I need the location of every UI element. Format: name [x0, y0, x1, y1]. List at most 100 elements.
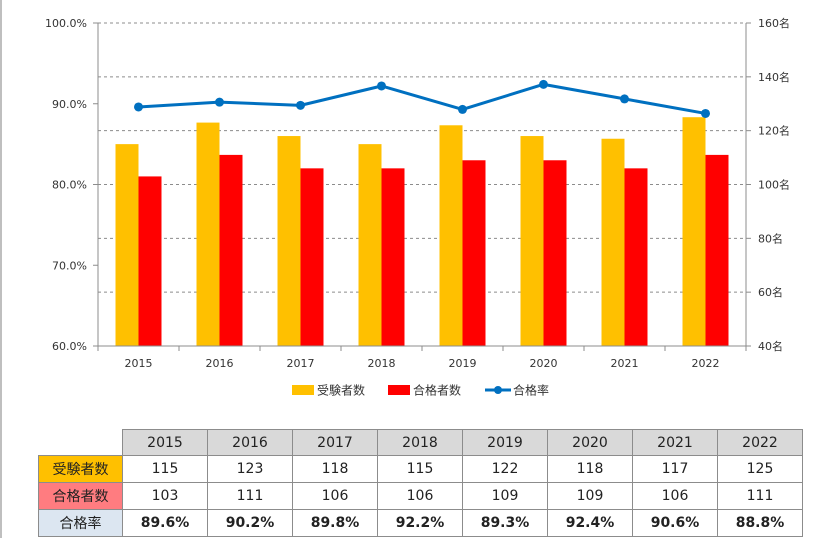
table-header-cell: 2017 [292, 429, 378, 456]
bar-examinees [682, 117, 706, 346]
table-cell: 103 [122, 482, 208, 510]
pass-rate-point [134, 102, 143, 112]
axes [93, 22, 751, 351]
bar-examinees [115, 144, 139, 346]
pass-rate-point [539, 79, 548, 89]
row-label-passers: 合格者数 [38, 482, 123, 510]
left-axis-tick-label: 70.0% [52, 259, 87, 272]
legend-label: 受験者数 [317, 383, 365, 398]
table-cell: 92.2% [377, 509, 463, 537]
rate-line [134, 79, 710, 118]
table-cell: 111 [207, 482, 293, 510]
bars [115, 117, 729, 347]
table-cell: 115 [122, 455, 208, 483]
table-cell: 117 [632, 455, 718, 483]
table-header-row: 2015 2016 2017 2018 2019 2020 2021 2022 [38, 429, 803, 456]
table-cell: 115 [377, 455, 463, 483]
table-cell: 111 [717, 482, 803, 510]
bar-passers [705, 154, 729, 346]
x-axis-tick-label: 2021 [611, 357, 639, 370]
pass-rate-point [458, 104, 467, 114]
pass-rate-point [215, 97, 224, 107]
x-axis-tick-label: 2015 [125, 357, 153, 370]
legend-swatch [292, 385, 314, 395]
table-row-passers: 合格者数 103 111 106 106 109 109 106 111 [38, 482, 803, 510]
legend: 受験者数 合格者数 合格率 [292, 383, 549, 398]
table-header-cell: 2015 [122, 429, 208, 456]
pass-rate-point [620, 94, 629, 104]
table-header-cell: 2019 [462, 429, 548, 456]
x-axis-tick-label: 2017 [287, 357, 315, 370]
table-cell: 122 [462, 455, 548, 483]
gridlines [98, 22, 746, 293]
table-row-examinees: 受験者数 115 123 118 115 122 118 117 125 [38, 455, 803, 483]
legend-label: 合格率 [513, 383, 549, 398]
table-header-cell: 2021 [632, 429, 718, 456]
x-axis-tick-label: 2022 [692, 357, 720, 370]
table-cell: 123 [207, 455, 293, 483]
bar-passers [462, 160, 486, 346]
table-cell: 89.3% [462, 509, 548, 537]
table-corner-cell [38, 429, 123, 456]
table-header-cell: 2020 [547, 429, 633, 456]
right-axis-tick-label: 120名 [758, 124, 790, 138]
right-axis-tick-label: 80名 [758, 231, 783, 245]
bar-passers [219, 154, 243, 346]
right-axis-tick-label: 60名 [758, 285, 783, 299]
table-header-cell: 2016 [207, 429, 293, 456]
legend-swatch [388, 385, 410, 395]
left-axis-tick-label: 90.0% [52, 98, 87, 111]
bar-passers [300, 168, 324, 346]
pass-rate-point [377, 81, 386, 91]
table-row-pass-rate: 合格率 89.6% 90.2% 89.8% 92.2% 89.3% 92.4% … [38, 509, 803, 537]
bar-examinees [601, 138, 625, 346]
table-cell: 125 [717, 455, 803, 483]
bar-examinees [358, 144, 382, 346]
right-axis-tick-label: 160名 [758, 16, 790, 30]
table-cell: 106 [632, 482, 718, 510]
table-cell: 106 [377, 482, 463, 510]
table-cell: 118 [292, 455, 378, 483]
bar-examinees [277, 136, 301, 346]
bar-passers [381, 168, 405, 346]
table-header-cell: 2022 [717, 429, 803, 456]
table-cell: 109 [547, 482, 633, 510]
bar-examinees [439, 125, 463, 347]
table-cell: 89.8% [292, 509, 378, 537]
pass-rate-line [138, 82, 706, 115]
bar-passers [543, 160, 567, 346]
table-cell: 109 [462, 482, 548, 510]
right-axis-tick-label: 140名 [758, 70, 790, 84]
row-label-pass-rate: 合格率 [38, 509, 123, 537]
legend-swatch-marker [494, 386, 502, 394]
x-axis-tick-label: 2020 [530, 357, 558, 370]
bar-passers [138, 176, 162, 346]
table-cell: 88.8% [717, 509, 803, 537]
left-axis-tick-label: 100.0% [45, 17, 87, 30]
bar-examinees [196, 122, 220, 346]
x-axis-tick-label: 2018 [368, 357, 396, 370]
x-axis-tick-label: 2019 [449, 357, 477, 370]
left-axis-tick-label: 80.0% [52, 179, 87, 192]
right-axis-tick-label: 40名 [758, 339, 783, 353]
pass-rate-point [296, 100, 305, 110]
table-cell: 118 [547, 455, 633, 483]
table-cell: 90.2% [207, 509, 293, 537]
tick-labels: 40名 60名 80名 100名 120名 140名 160名 60.0% 70.0% 80.0%… [45, 16, 790, 370]
table-header-cell: 2018 [377, 429, 463, 456]
data-table: 2015 2016 2017 2018 2019 2020 2021 2022 … [38, 429, 803, 537]
table-cell: 90.6% [632, 509, 718, 537]
right-axis-tick-label: 100名 [758, 178, 790, 192]
left-axis-tick-label: 60.0% [52, 340, 87, 353]
row-label-examinees: 受験者数 [38, 455, 123, 483]
bar-passers [624, 168, 648, 346]
window-left-border [0, 0, 2, 538]
combo-chart: 40名 60名 80名 100名 120名 140名 160名 60.0% 70.0% 80.0%… [45, 16, 790, 398]
pass-rate-point [701, 108, 710, 118]
table-cell: 92.4% [547, 509, 633, 537]
x-axis-tick-label: 2016 [206, 357, 234, 370]
table-cell: 106 [292, 482, 378, 510]
bar-examinees [520, 136, 544, 346]
table-cell: 89.6% [122, 509, 208, 537]
legend-label: 合格者数 [413, 383, 461, 398]
